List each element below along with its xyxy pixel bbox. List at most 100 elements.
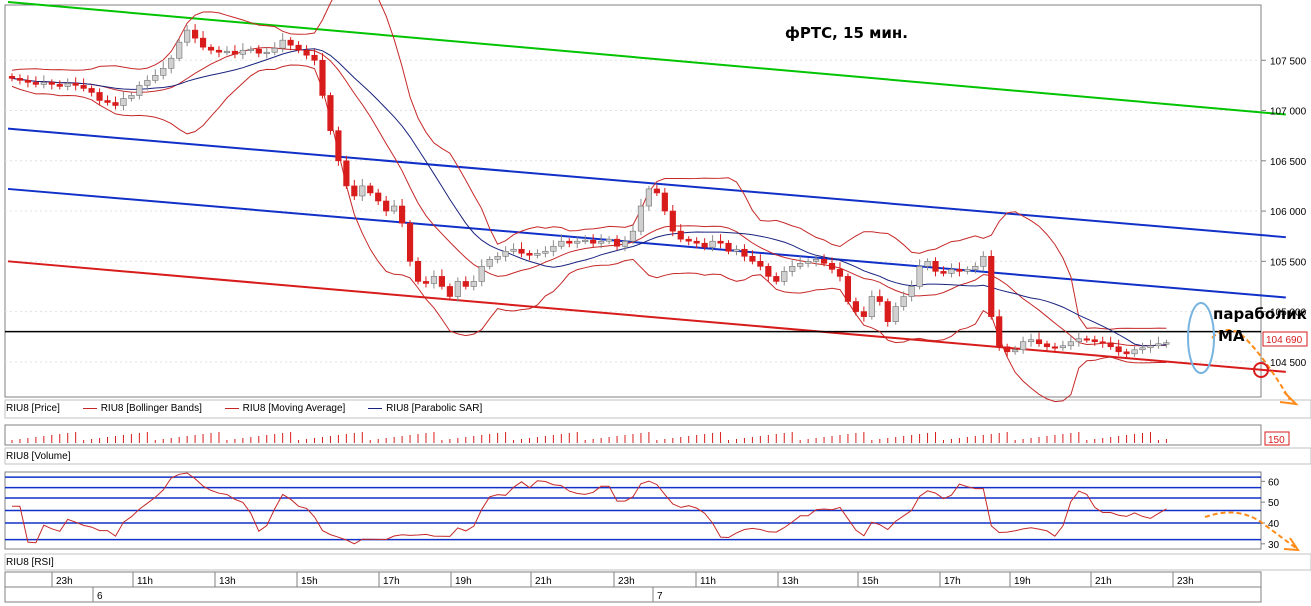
candle-body — [351, 185, 358, 197]
candle-body — [367, 185, 374, 194]
candle-body — [271, 47, 278, 53]
candle-body — [996, 316, 1003, 348]
channel-line-blue-lower — [7, 187, 1286, 299]
annotation-parabolic: параболик — [1213, 305, 1307, 323]
candle-body — [510, 248, 517, 252]
candle-body — [661, 192, 668, 212]
legend-item-bollinger: RIU8 [Bollinger Bands] — [82, 403, 202, 414]
target-circle — [1253, 362, 1269, 378]
legend-item-sar: RIU8 [Parabolic SAR] — [368, 403, 482, 414]
candle-body — [1075, 338, 1082, 343]
price-tick-label: 106 000 — [1270, 207, 1307, 218]
channel-line-green — [7, 0, 1286, 116]
candle-body — [239, 49, 246, 55]
candle-body — [1091, 339, 1098, 343]
candle-body — [303, 49, 310, 56]
candle-body — [422, 281, 430, 284]
candle-body — [1012, 349, 1019, 353]
candle-body — [836, 269, 844, 277]
candle-body — [717, 240, 724, 244]
legend-item-price: RIU8 [Price] — [6, 403, 60, 414]
candle-body — [1027, 339, 1035, 343]
volume-legend-strip — [4, 447, 1311, 465]
candle-body — [725, 242, 732, 252]
candle-body — [215, 49, 223, 53]
candle-body — [1147, 345, 1154, 349]
candle-body — [741, 248, 748, 257]
candle-body — [144, 80, 151, 86]
candle-body — [613, 238, 621, 247]
candle-body — [319, 59, 326, 96]
forecast-rsi-arrowhead — [1283, 537, 1300, 552]
candle-body — [1139, 347, 1146, 351]
candle-body — [701, 242, 708, 248]
candle-body — [128, 95, 135, 99]
candle-body — [223, 50, 231, 54]
price-tick-label: 107 500 — [1270, 56, 1307, 67]
candle-body — [574, 240, 581, 244]
candle-body — [932, 261, 939, 272]
candle-body — [287, 39, 294, 46]
price-tick-label: 104 500 — [1270, 358, 1307, 369]
candle-body — [72, 83, 79, 86]
candle-body — [430, 276, 438, 284]
time-tick-label: 17h — [383, 576, 400, 587]
candle-body — [653, 188, 660, 194]
candle-body — [598, 240, 605, 244]
candle-body — [964, 269, 971, 272]
time-tick-label: 13h — [219, 576, 236, 587]
candle-body — [406, 222, 414, 262]
candle-body — [462, 281, 469, 287]
candle-body — [924, 261, 931, 267]
candle-body — [88, 88, 95, 93]
candle-body — [136, 85, 143, 96]
candle-body — [582, 239, 589, 243]
time-tick-label: 15h — [862, 576, 879, 587]
candle-body — [566, 240, 573, 244]
candle-body — [391, 205, 398, 212]
candle-body — [916, 266, 923, 287]
candle-body — [534, 252, 541, 256]
candle-body — [1004, 346, 1011, 353]
candle-body — [502, 250, 509, 257]
candle-body — [797, 263, 804, 267]
candle-body — [343, 160, 350, 187]
candle-body — [446, 286, 453, 297]
candle-body — [693, 240, 700, 244]
time-tick-label: 21h — [535, 576, 552, 587]
candle-body — [16, 78, 24, 81]
candle-body — [733, 248, 740, 252]
candle-body — [454, 281, 461, 297]
legend-strip — [4, 399, 1311, 419]
price-legend: RIU8 [Price] RIU8 [Bollinger Bands] RIU8… — [6, 403, 502, 414]
candle-body — [677, 230, 684, 240]
bollinger-upper — [11, 0, 1167, 330]
candle-body — [844, 276, 852, 302]
candle-body — [40, 82, 47, 85]
rsi-legend: RIU8 [RSI] — [6, 557, 54, 568]
candle-body — [327, 95, 334, 131]
candle-body — [1163, 342, 1170, 345]
candle-body — [184, 29, 191, 43]
candle-body — [96, 92, 103, 101]
candle-body — [972, 266, 979, 270]
candle-body — [940, 271, 947, 274]
candle-body — [669, 210, 676, 232]
moving-average-line — [11, 46, 1167, 347]
volume-legend: RIU8 [Volume] — [6, 451, 71, 462]
candle-body — [629, 230, 637, 242]
candle-body — [828, 263, 836, 270]
candle-body — [685, 238, 692, 242]
candle-body — [192, 29, 199, 39]
candle-body — [24, 80, 31, 83]
candle-body — [852, 301, 859, 312]
candle-body — [399, 205, 406, 224]
candle-body — [104, 100, 111, 103]
candle-body — [900, 296, 907, 307]
volume-max-tag: 150 — [1264, 431, 1290, 446]
rsi-tick-label: 50 — [1268, 498, 1280, 509]
candle-body — [176, 41, 183, 59]
volume-max-label: 150 — [1268, 435, 1285, 446]
forecast-price-arrowhead — [1279, 391, 1299, 406]
